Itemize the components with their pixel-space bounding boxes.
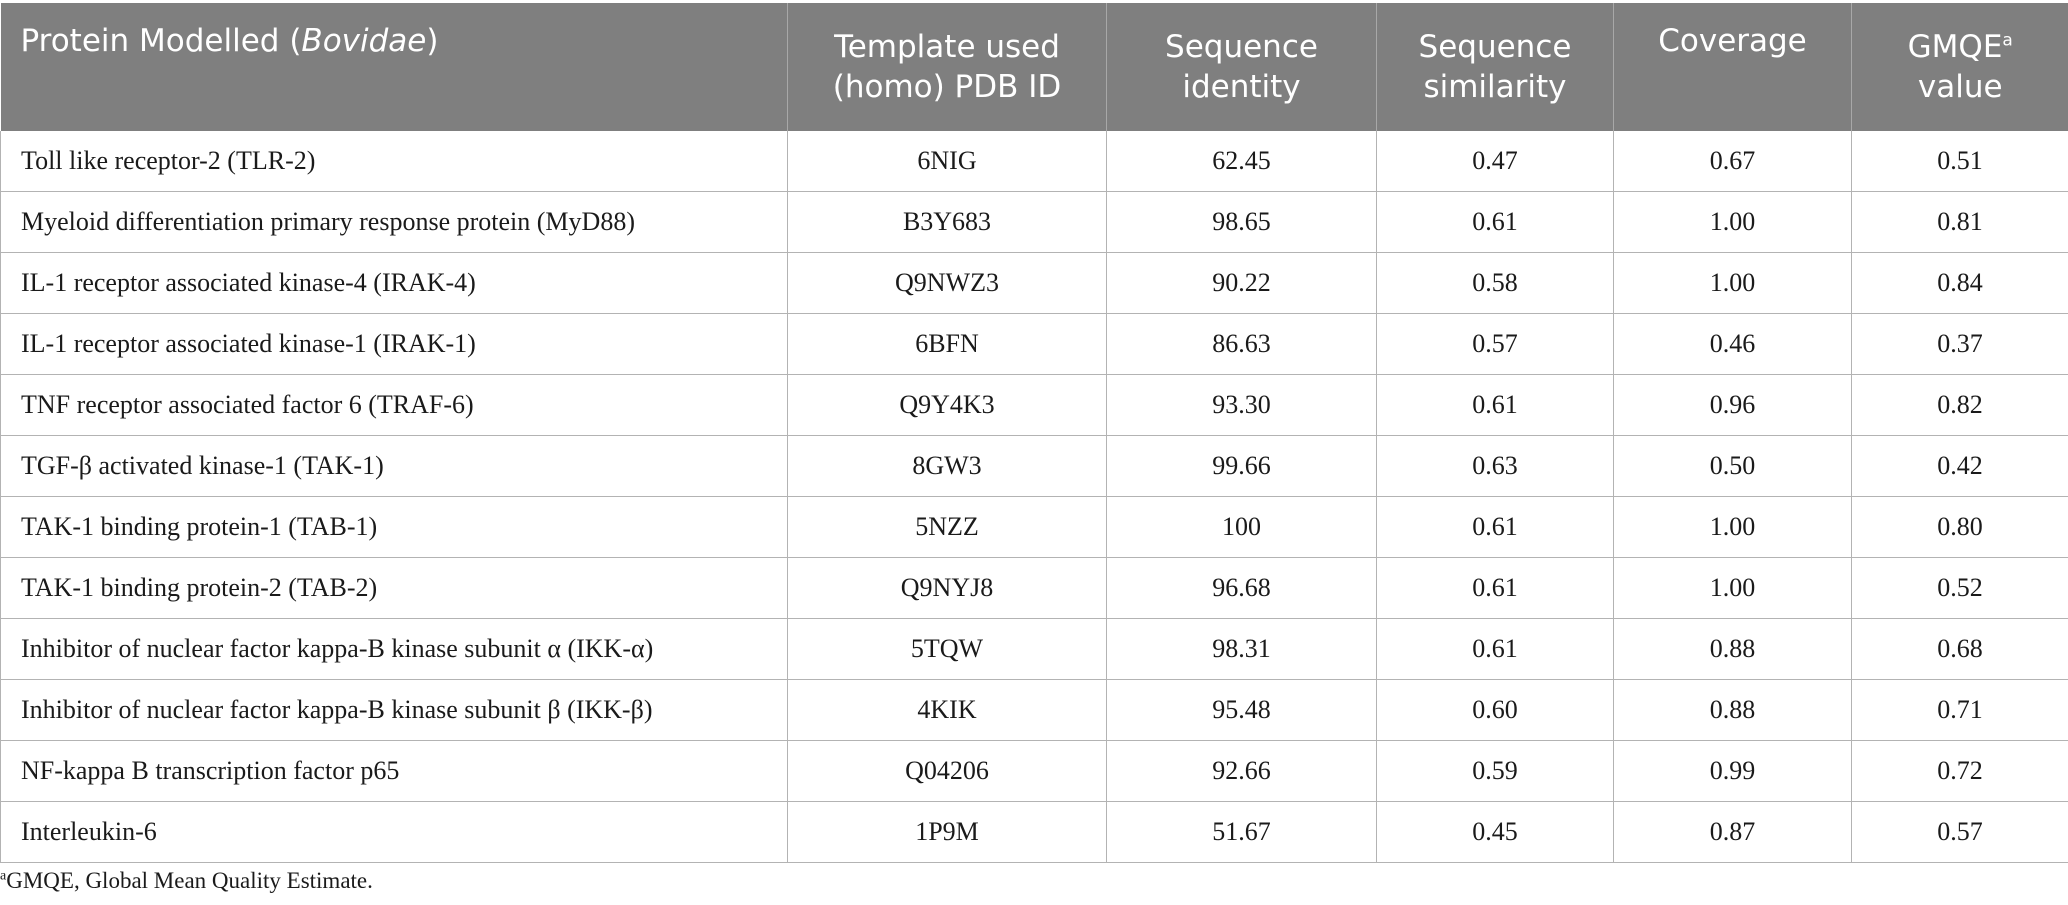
cell-template: Q9Y4K3: [787, 374, 1107, 436]
table-row: Inhibitor of nuclear factor kappa-B kina…: [0, 618, 2068, 680]
cell-coverage: 0.87: [1613, 801, 1852, 863]
cell-similarity: 0.47: [1376, 131, 1614, 192]
cell-similarity: 0.59: [1376, 740, 1614, 802]
cell-identity: 86.63: [1106, 313, 1377, 375]
table-row: TNF receptor associated factor 6 (TRAF-6…: [0, 374, 2068, 436]
cell-identity: 92.66: [1106, 740, 1377, 802]
cell-similarity: 0.61: [1376, 191, 1614, 253]
cell-identity: 95.48: [1106, 679, 1377, 741]
cell-similarity: 0.45: [1376, 801, 1614, 863]
cell-template: 4KIK: [787, 679, 1107, 741]
table-row: Myeloid differentiation primary response…: [0, 191, 2068, 253]
table-row: IL-1 receptor associated kinase-4 (IRAK-…: [0, 252, 2068, 314]
cell-coverage: 1.00: [1613, 496, 1852, 558]
cell-identity: 62.45: [1106, 131, 1377, 192]
cell-protein: TGF-β activated kinase-1 (TAK-1): [0, 435, 788, 497]
cell-template: B3Y683: [787, 191, 1107, 253]
cell-similarity: 0.61: [1376, 557, 1614, 619]
cell-coverage: 0.96: [1613, 374, 1852, 436]
cell-identity: 96.68: [1106, 557, 1377, 619]
header-protein-family: Bovidae: [301, 23, 427, 59]
cell-identity: 100: [1106, 496, 1377, 558]
table-row: Toll like receptor-2 (TLR-2) 6NIG 62.45 0.4…: [0, 131, 2068, 192]
header-similarity: Sequence similarity: [1376, 3, 1614, 131]
cell-similarity: 0.63: [1376, 435, 1614, 497]
cell-identity: 98.65: [1106, 191, 1377, 253]
cell-protein: Inhibitor of nuclear factor kappa-B kina…: [0, 618, 788, 680]
cell-coverage: 1.00: [1613, 557, 1852, 619]
cell-identity: 51.67: [1106, 801, 1377, 863]
cell-gmqe: 0.82: [1851, 374, 2068, 436]
cell-gmqe: 0.84: [1851, 252, 2068, 314]
protein-model-table: Protein Modelled (Bovidae) Template used…: [0, 3, 2068, 863]
cell-similarity: 0.60: [1376, 679, 1614, 741]
cell-gmqe: 0.52: [1851, 557, 2068, 619]
cell-coverage: 1.00: [1613, 252, 1852, 314]
cell-template: 1P9M: [787, 801, 1107, 863]
cell-gmqe: 0.68: [1851, 618, 2068, 680]
cell-coverage: 0.50: [1613, 435, 1852, 497]
cell-template: 5TQW: [787, 618, 1107, 680]
cell-protein: Inhibitor of nuclear factor kappa-B kina…: [0, 679, 788, 741]
cell-identity: 99.66: [1106, 435, 1377, 497]
cell-protein: TAK-1 binding protein-1 (TAB-1): [0, 496, 788, 558]
cell-gmqe: 0.80: [1851, 496, 2068, 558]
cell-template: Q9NWZ3: [787, 252, 1107, 314]
cell-identity: 90.22: [1106, 252, 1377, 314]
cell-coverage: 0.67: [1613, 131, 1852, 192]
cell-similarity: 0.61: [1376, 374, 1614, 436]
cell-identity: 93.30: [1106, 374, 1377, 436]
table-row: Interleukin-6 1P9M 51.67 0.45 0.87 0.57: [0, 801, 2068, 863]
header-protein: Protein Modelled (Bovidae): [0, 3, 788, 131]
cell-protein: IL-1 receptor associated kinase-4 (IRAK-…: [0, 252, 788, 314]
cell-gmqe: 0.51: [1851, 131, 2068, 192]
cell-coverage: 0.99: [1613, 740, 1852, 802]
cell-gmqe: 0.71: [1851, 679, 2068, 741]
table-row: TAK-1 binding protein-1 (TAB-1) 5NZZ 100 0.…: [0, 496, 2068, 558]
table-footnote: aGMQE, Global Mean Quality Estimate.: [0, 868, 373, 894]
header-template: Template used (homo) PDB ID: [787, 3, 1107, 131]
cell-protein: NF-kappa B transcription factor p65: [0, 740, 788, 802]
cell-protein: Interleukin-6: [0, 801, 788, 863]
cell-coverage: 0.88: [1613, 679, 1852, 741]
cell-protein: TAK-1 binding protein-2 (TAB-2): [0, 557, 788, 619]
cell-identity: 98.31: [1106, 618, 1377, 680]
cell-coverage: 1.00: [1613, 191, 1852, 253]
cell-gmqe: 0.81: [1851, 191, 2068, 253]
cell-gmqe: 0.37: [1851, 313, 2068, 375]
cell-template: Q9NYJ8: [787, 557, 1107, 619]
cell-coverage: 0.46: [1613, 313, 1852, 375]
cell-coverage: 0.88: [1613, 618, 1852, 680]
table-row: Inhibitor of nuclear factor kappa-B kina…: [0, 679, 2068, 741]
gmqe-footnote-marker: a: [2002, 30, 2013, 51]
cell-similarity: 0.61: [1376, 496, 1614, 558]
table-row: NF-kappa B transcription factor p65 Q0420…: [0, 740, 2068, 802]
cell-template: Q04206: [787, 740, 1107, 802]
header-row: Protein Modelled (Bovidae) Template used…: [0, 3, 2068, 131]
cell-gmqe: 0.72: [1851, 740, 2068, 802]
cell-similarity: 0.57: [1376, 313, 1614, 375]
cell-protein: TNF receptor associated factor 6 (TRAF-6…: [0, 374, 788, 436]
footnote-marker: a: [0, 868, 7, 884]
cell-template: 5NZZ: [787, 496, 1107, 558]
cell-template: 6BFN: [787, 313, 1107, 375]
header-gmqe: GMQEa value: [1851, 3, 2068, 131]
table-row: TAK-1 binding protein-2 (TAB-2) Q9NYJ8 96.…: [0, 557, 2068, 619]
cell-protein: Toll like receptor-2 (TLR-2): [0, 131, 788, 192]
cell-gmqe: 0.57: [1851, 801, 2068, 863]
cell-protein: IL-1 receptor associated kinase-1 (IRAK-…: [0, 313, 788, 375]
cell-template: 6NIG: [787, 131, 1107, 192]
cell-similarity: 0.61: [1376, 618, 1614, 680]
header-coverage: Coverage: [1613, 3, 1852, 131]
cell-similarity: 0.58: [1376, 252, 1614, 314]
table-row: IL-1 receptor associated kinase-1 (IRAK-…: [0, 313, 2068, 375]
cell-protein: Myeloid differentiation primary response…: [0, 191, 788, 253]
cell-template: 8GW3: [787, 435, 1107, 497]
table-row: TGF-β activated kinase-1 (TAK-1) 8GW3 99.6…: [0, 435, 2068, 497]
header-identity: Sequence identity: [1106, 3, 1377, 131]
footnote-text: GMQE, Global Mean Quality Estimate.: [6, 868, 373, 893]
cell-gmqe: 0.42: [1851, 435, 2068, 497]
